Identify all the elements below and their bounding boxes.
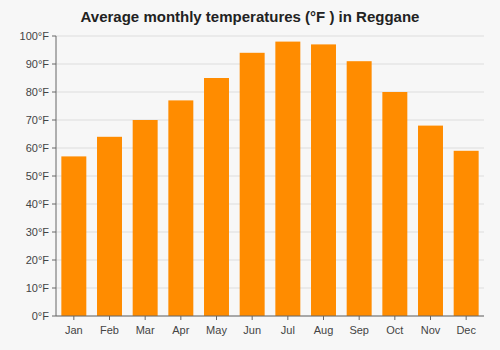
bar (311, 44, 336, 316)
x-tick-label: Nov (421, 324, 441, 336)
y-tick-label: 100°F (20, 30, 50, 42)
x-tick (180, 316, 181, 320)
x-tick (216, 316, 217, 320)
x-tick (109, 316, 110, 320)
x-tick-label: Aug (314, 324, 334, 336)
y-tick-label: 0°F (32, 310, 50, 322)
x-axis: Jan Feb Mar Apr May Jun Jul Aug Sep Oct Nov Dec (65, 316, 476, 336)
y-tick-label: 70°F (26, 114, 50, 126)
bar (382, 92, 407, 316)
y-tick (52, 316, 56, 317)
grid-line (56, 316, 484, 317)
y-tick (52, 36, 56, 37)
y-tick-label: 90°F (26, 58, 50, 70)
x-tick (252, 316, 253, 320)
y-tick-label: 20°F (26, 254, 50, 266)
y-tick-label: 80°F (26, 86, 50, 98)
grid-line (56, 64, 484, 65)
y-tick-label: 60°F (26, 142, 50, 154)
x-tick-label: Jan (65, 324, 83, 336)
y-tick-label: 40°F (26, 198, 50, 210)
y-tick-label: 50°F (26, 170, 50, 182)
bars (61, 42, 478, 316)
x-tick-label: Apr (172, 324, 189, 336)
bar (97, 137, 122, 316)
bar (275, 42, 300, 316)
bar (204, 78, 229, 316)
y-tick (52, 148, 56, 149)
bar (133, 120, 158, 316)
x-tick-label: Jun (243, 324, 261, 336)
y-tick (52, 288, 56, 289)
bar (240, 53, 265, 316)
grid-line (56, 120, 484, 121)
y-grid (56, 36, 484, 316)
x-tick (73, 316, 74, 320)
x-tick (359, 316, 360, 320)
x-tick-label: Mar (136, 324, 155, 336)
grid-line (56, 36, 484, 37)
grid-line (56, 92, 484, 93)
y-tick-label: 10°F (26, 282, 50, 294)
chart-container: Average monthly temperatures (°F ) in Re… (0, 0, 500, 350)
x-axis-line (56, 316, 484, 317)
x-tick (430, 316, 431, 320)
y-tick (52, 176, 56, 177)
y-tick (52, 64, 56, 65)
y-tick (52, 204, 56, 205)
x-tick-label: May (206, 324, 227, 336)
x-tick-label: Feb (100, 324, 119, 336)
y-tick (52, 92, 56, 93)
x-tick-label: Jul (281, 324, 295, 336)
bar (347, 61, 372, 316)
y-tick (52, 232, 56, 233)
bar (61, 156, 86, 316)
x-tick (323, 316, 324, 320)
bar (168, 100, 193, 316)
x-tick (145, 316, 146, 320)
bar (418, 126, 443, 316)
y-axis: 0°F 10°F 20°F 30°F 40°F 50°F 60°F 70°F 80°F 90°F 1… (20, 30, 56, 322)
x-tick (466, 316, 467, 320)
title: Average monthly temperatures (°F ) in Re… (81, 8, 420, 25)
x-tick-label: Dec (456, 324, 476, 336)
x-tick-label: Oct (386, 324, 403, 336)
y-tick (52, 260, 56, 261)
y-tick (52, 120, 56, 121)
y-tick-label: 30°F (26, 226, 50, 238)
y-axis-line (56, 36, 57, 316)
x-tick (287, 316, 288, 320)
chart: Average monthly temperatures (°F ) in Re… (0, 0, 500, 350)
bar (454, 151, 479, 316)
x-tick-label: Sep (349, 324, 369, 336)
x-tick (394, 316, 395, 320)
